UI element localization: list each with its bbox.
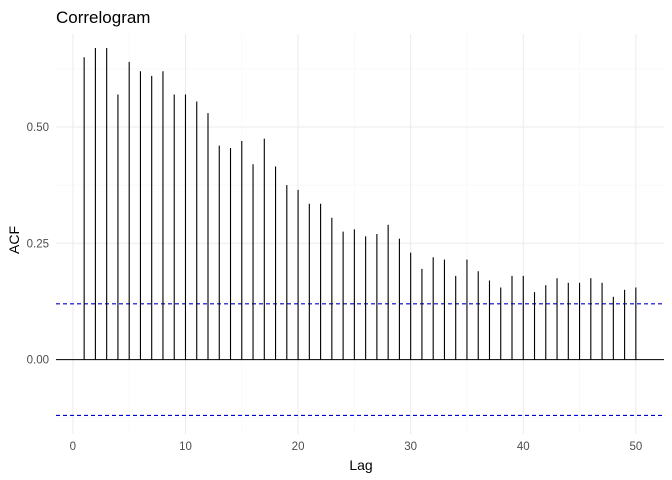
y-tick-label: 0.50 bbox=[27, 122, 49, 134]
x-tick-label: 0 bbox=[70, 441, 76, 453]
x-tick-label: 50 bbox=[629, 441, 642, 453]
x-tick-label: 30 bbox=[404, 441, 417, 453]
reference-lines bbox=[56, 303, 664, 416]
x-tick-label: 40 bbox=[517, 441, 530, 453]
x-axis-title: Lag bbox=[349, 457, 372, 473]
x-tick-label: 10 bbox=[179, 441, 192, 453]
x-tick-label: 20 bbox=[292, 441, 305, 453]
grid-lines bbox=[56, 34, 664, 434]
y-tick-label: 0.25 bbox=[27, 238, 49, 250]
chart-title: Correlogram bbox=[56, 8, 150, 27]
acf-bars bbox=[83, 47, 637, 360]
x-axis-tick-labels: 0 10 20 30 40 50 bbox=[70, 441, 643, 453]
y-axis-tick-labels: 0.00 0.25 0.50 bbox=[27, 122, 49, 367]
y-axis-title: ACF bbox=[6, 226, 22, 254]
y-tick-label: 0.00 bbox=[27, 355, 49, 367]
